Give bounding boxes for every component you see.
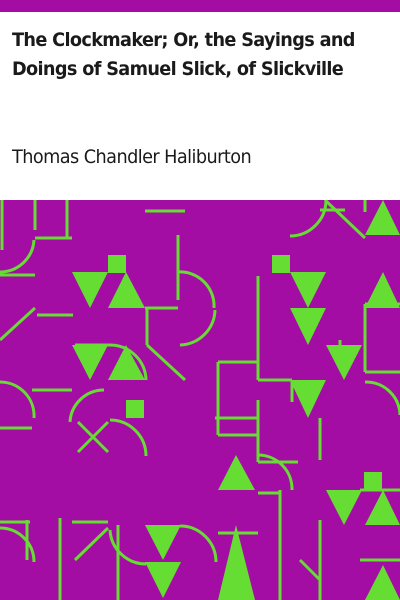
top-accent-bar [0, 0, 400, 12]
geometric-maze-pattern-icon [0, 200, 400, 600]
cover-header: The Clockmaker; Or, the Sayings and Doin… [0, 12, 400, 200]
book-author: Thomas Chandler Haliburton [12, 146, 252, 168]
book-title: The Clockmaker; Or, the Sayings and Doin… [12, 26, 362, 84]
book-title-line-2: Doings of Samuel Slick, of Slickville [12, 58, 344, 80]
book-title-line-1: The Clockmaker; Or, the Sayings and [12, 29, 355, 51]
